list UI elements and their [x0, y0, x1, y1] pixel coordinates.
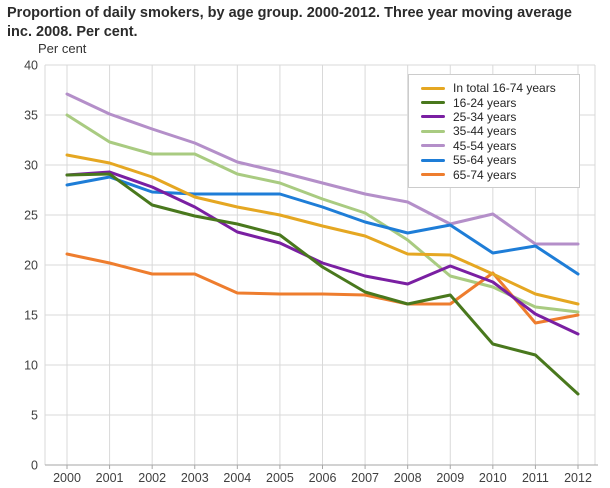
y-axis-tick-label: 5 — [31, 409, 38, 423]
y-axis-tick-label: 35 — [24, 109, 38, 123]
legend-item[interactable]: 35-44 years — [421, 124, 569, 138]
x-axis-tick-label: 2004 — [223, 471, 251, 485]
legend-swatch-line — [421, 129, 445, 133]
x-axis-tick-label: 2011 — [522, 471, 549, 485]
x-axis-tick-label: 2009 — [436, 471, 464, 485]
y-axis-tick-label: 30 — [24, 159, 38, 173]
legend-label: In total 16-74 years — [453, 81, 556, 96]
legend-item[interactable]: 65-74 years — [421, 167, 569, 182]
x-axis-tick-label: 2007 — [351, 471, 379, 485]
x-axis-tick-label: 2003 — [181, 471, 209, 485]
series-line-45-54-years — [65, 92, 580, 246]
y-axis-tick-label: 40 — [24, 59, 38, 73]
legend-item[interactable]: In total 16-74 years — [421, 81, 569, 95]
chart-title: Proportion of daily smokers, by age grou… — [7, 5, 572, 40]
legend-swatch-line — [421, 101, 445, 105]
y-axis-tick-label: 15 — [24, 309, 38, 323]
x-axis-tick-label: 2001 — [96, 471, 124, 485]
legend-label: 35-44 years — [453, 124, 517, 139]
legend-label: 55-64 years — [453, 153, 517, 168]
series-line-in-total-16-74-years — [65, 153, 580, 306]
y-axis-unit-label: Per cent — [38, 41, 87, 56]
series-line-35-44-years — [65, 113, 580, 314]
legend-item[interactable]: 45-54 years — [421, 139, 569, 153]
legend-label: 16-24 years — [453, 95, 517, 110]
legend-swatch-line — [421, 144, 445, 148]
series-line-16-24-years — [65, 172, 580, 396]
chart-legend: In total 16-74 years 16-24 years 25-34 yea… — [408, 74, 580, 188]
y-axis-tick-label: 20 — [24, 259, 38, 273]
series-line-25-34-years — [65, 170, 580, 336]
legend-swatch-line — [421, 173, 445, 177]
legend-item[interactable]: 16-24 years — [421, 95, 569, 110]
legend-item[interactable]: 55-64 years — [421, 153, 569, 167]
x-axis-tick-label: 2008 — [394, 471, 422, 485]
legend-label: 25-34 years — [453, 109, 517, 124]
x-axis-tick-label: 2006 — [309, 471, 337, 485]
legend-swatch-line — [421, 86, 445, 90]
series-line-55-64-years — [65, 175, 580, 276]
x-axis-tick-label: 2000 — [53, 471, 81, 485]
x-axis-tick-label: 2012 — [564, 471, 592, 485]
legend-swatch-line — [421, 158, 445, 162]
y-axis-tick-label: 0 — [31, 459, 38, 473]
legend-swatch-line — [421, 115, 445, 119]
legend-label: 45-54 years — [453, 138, 517, 153]
y-axis-tick-label: 10 — [24, 359, 38, 373]
x-axis-tick-label: 2005 — [266, 471, 294, 485]
legend-label: 65-74 years — [453, 167, 517, 182]
x-axis-tick-label: 2002 — [138, 471, 166, 485]
y-axis-tick-label: 25 — [24, 209, 38, 223]
x-axis-tick-label: 2010 — [479, 471, 507, 485]
legend-item[interactable]: 25-34 years — [421, 110, 569, 124]
